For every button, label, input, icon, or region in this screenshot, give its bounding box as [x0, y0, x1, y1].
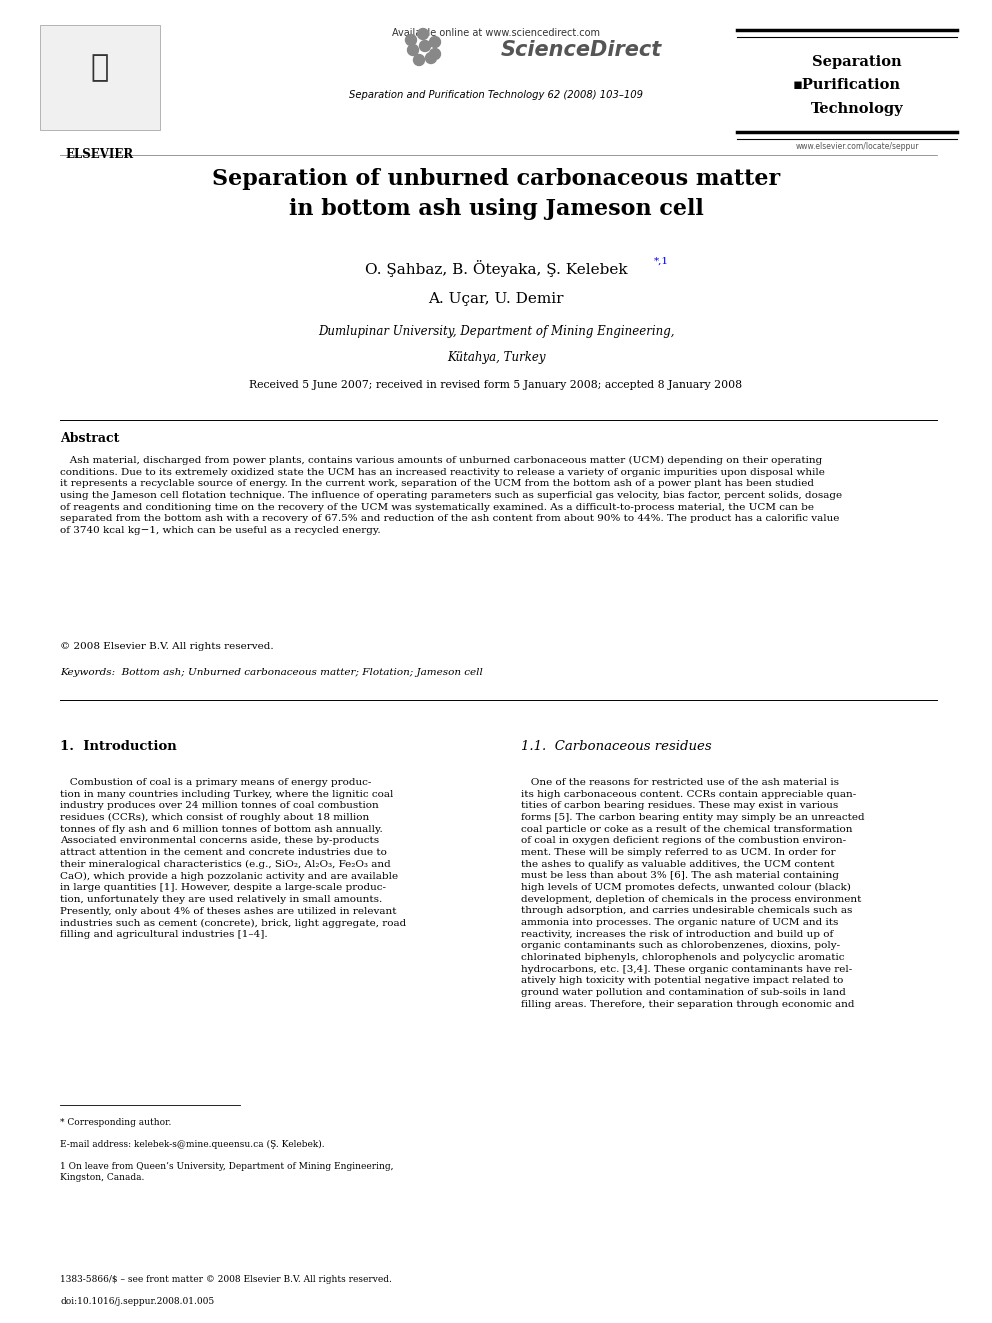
Circle shape	[408, 45, 419, 56]
Text: Kütahya, Turkey: Kütahya, Turkey	[446, 351, 546, 364]
Text: doi:10.1016/j.seppur.2008.01.005: doi:10.1016/j.seppur.2008.01.005	[60, 1297, 214, 1306]
Bar	[40, 25, 160, 130]
Text: ELSEVIER: ELSEVIER	[65, 148, 134, 161]
Text: *,1: *,1	[654, 257, 669, 266]
Text: ▪Purification: ▪Purification	[793, 78, 901, 93]
Text: 🌲: 🌲	[91, 53, 109, 82]
Circle shape	[418, 29, 429, 40]
Text: Technology: Technology	[810, 102, 904, 116]
Circle shape	[430, 49, 440, 60]
Circle shape	[426, 53, 436, 64]
Text: © 2008 Elsevier B.V. All rights reserved.: © 2008 Elsevier B.V. All rights reserved…	[60, 642, 274, 651]
Text: Ash material, discharged from power plants, contains various amounts of unburned: Ash material, discharged from power plan…	[60, 456, 842, 534]
Text: ScienceDirect: ScienceDirect	[501, 40, 663, 60]
Text: 1383-5866/$ – see front matter © 2008 Elsevier B.V. All rights reserved.: 1383-5866/$ – see front matter © 2008 El…	[60, 1275, 392, 1285]
Text: A. Uçar, U. Demir: A. Uçar, U. Demir	[429, 292, 563, 306]
Text: One of the reasons for restricted use of the ash material is
its high carbonaceo: One of the reasons for restricted use of…	[521, 778, 865, 1008]
Text: O. Şahbaz, B. Öteyaka, Ş. Kelebek: O. Şahbaz, B. Öteyaka, Ş. Kelebek	[365, 261, 627, 277]
Text: www.elsevier.com/locate/seppur: www.elsevier.com/locate/seppur	[796, 142, 919, 151]
Text: 1.  Introduction: 1. Introduction	[60, 740, 177, 753]
Text: Separation of unburned carbonaceous matter
in bottom ash using Jameson cell: Separation of unburned carbonaceous matt…	[212, 168, 780, 221]
Text: 1 On leave from Queen’s University, Department of Mining Engineering,
Kingston, : 1 On leave from Queen’s University, Depa…	[60, 1162, 394, 1181]
Circle shape	[430, 37, 440, 48]
Text: Dumlupinar University, Department of Mining Engineering,: Dumlupinar University, Department of Min…	[317, 325, 675, 337]
Text: Separation: Separation	[812, 56, 902, 69]
Circle shape	[406, 34, 417, 45]
Text: * Corresponding author.: * Corresponding author.	[60, 1118, 172, 1127]
Text: E-mail address: kelebek-s@mine.queensu.ca (Ş. Kelebek).: E-mail address: kelebek-s@mine.queensu.c…	[60, 1140, 324, 1150]
Text: 1.1.  Carbonaceous residues: 1.1. Carbonaceous residues	[521, 740, 711, 753]
Text: Combustion of coal is a primary means of energy produc-
tion in many countries i: Combustion of coal is a primary means of…	[60, 778, 407, 939]
Circle shape	[420, 41, 431, 52]
Circle shape	[414, 54, 425, 66]
Text: Received 5 June 2007; received in revised form 5 January 2008; accepted 8 Januar: Received 5 June 2007; received in revise…	[249, 380, 743, 390]
Text: Keywords:  Bottom ash; Unburned carbonaceous matter; Flotation; Jameson cell: Keywords: Bottom ash; Unburned carbonace…	[60, 668, 483, 677]
Text: Available online at www.sciencedirect.com: Available online at www.sciencedirect.co…	[392, 28, 600, 38]
Text: Separation and Purification Technology 62 (2008) 103–109: Separation and Purification Technology 6…	[349, 90, 643, 101]
Text: Abstract: Abstract	[60, 433, 119, 445]
